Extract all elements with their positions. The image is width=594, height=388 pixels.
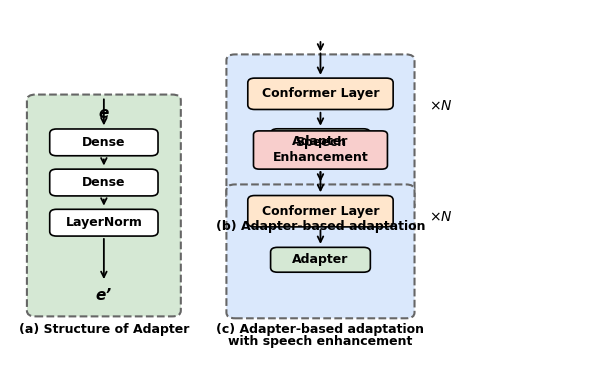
FancyBboxPatch shape	[226, 184, 415, 318]
FancyBboxPatch shape	[271, 129, 370, 154]
FancyBboxPatch shape	[248, 78, 393, 109]
Text: (a) Structure of Adapter: (a) Structure of Adapter	[18, 323, 189, 336]
Text: $\times N$: $\times N$	[429, 99, 453, 113]
FancyBboxPatch shape	[50, 129, 158, 156]
FancyBboxPatch shape	[27, 95, 181, 316]
Text: with speech enhancement: with speech enhancement	[228, 335, 413, 348]
FancyBboxPatch shape	[226, 54, 415, 211]
Text: Conformer Layer: Conformer Layer	[262, 205, 379, 218]
Text: e’: e’	[96, 288, 112, 303]
FancyBboxPatch shape	[50, 209, 158, 236]
FancyBboxPatch shape	[271, 248, 370, 272]
Text: (c) Adapter-based adaptation: (c) Adapter-based adaptation	[216, 323, 425, 336]
Text: Adapter: Adapter	[292, 253, 349, 266]
Text: e: e	[99, 106, 109, 121]
Text: $\times N$: $\times N$	[429, 210, 453, 224]
Text: Adapter: Adapter	[292, 135, 349, 148]
FancyBboxPatch shape	[248, 196, 393, 227]
Text: Speech
Enhancement: Speech Enhancement	[273, 136, 368, 164]
FancyBboxPatch shape	[254, 131, 387, 169]
Text: LayerNorm: LayerNorm	[65, 216, 143, 229]
Text: Dense: Dense	[82, 136, 125, 149]
FancyBboxPatch shape	[50, 169, 158, 196]
Text: (b) Adapter-based adaptation: (b) Adapter-based adaptation	[216, 220, 425, 233]
Text: Conformer Layer: Conformer Layer	[262, 87, 379, 100]
Text: Dense: Dense	[82, 176, 125, 189]
